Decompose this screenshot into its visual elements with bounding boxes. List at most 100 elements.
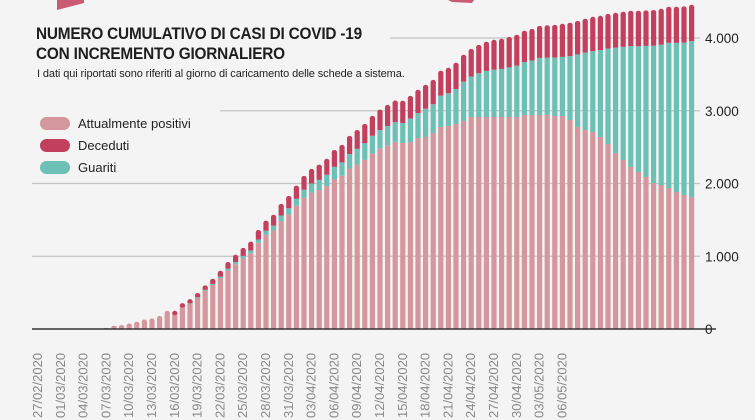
bar-guariti bbox=[255, 239, 261, 243]
bar-guariti bbox=[506, 67, 512, 118]
bar-stack bbox=[620, 11, 626, 329]
decorative-banner-left bbox=[57, 0, 84, 10]
bar-positivi bbox=[377, 148, 383, 329]
bar-cap bbox=[620, 11, 626, 17]
bar-guariti bbox=[445, 93, 451, 127]
bar-deceduti bbox=[544, 27, 550, 58]
bar-guariti bbox=[263, 230, 269, 235]
bar-stack bbox=[537, 25, 543, 329]
bar-cap bbox=[225, 262, 231, 267]
bar-stack bbox=[597, 15, 604, 329]
bar-deceduti bbox=[255, 232, 261, 240]
bar-positivi bbox=[233, 264, 239, 329]
bar-cap bbox=[179, 303, 185, 308]
bar-cap bbox=[157, 315, 163, 321]
bar-cap bbox=[293, 185, 299, 191]
x-tick-label: 15/04/2020 bbox=[395, 353, 410, 418]
bar-positivi bbox=[126, 325, 132, 329]
bar-cap bbox=[119, 325, 125, 328]
bar-positivi bbox=[202, 290, 208, 329]
bar-positivi bbox=[438, 126, 444, 329]
bar-stack bbox=[301, 175, 307, 329]
bar-stack bbox=[423, 84, 429, 329]
x-tick-label: 09/04/2020 bbox=[349, 353, 364, 418]
bar-positivi bbox=[537, 114, 543, 329]
bar-guariti bbox=[430, 104, 436, 134]
bar-positivi bbox=[689, 197, 695, 329]
bar-guariti bbox=[362, 143, 368, 160]
bar-stack bbox=[613, 12, 619, 329]
bar-stack bbox=[271, 214, 277, 329]
bar-deceduti bbox=[430, 82, 436, 105]
bar-positivi bbox=[681, 194, 687, 329]
bar-positivi bbox=[271, 230, 277, 329]
bar-deceduti bbox=[537, 28, 543, 58]
bar-deceduti bbox=[582, 20, 588, 53]
bar-deceduti bbox=[681, 8, 687, 43]
bar-stack bbox=[400, 100, 406, 329]
bar-deceduti bbox=[605, 16, 611, 49]
bar-positivi bbox=[164, 312, 170, 329]
y-tick-label: 2.000 bbox=[705, 177, 739, 192]
bar-cap bbox=[483, 41, 489, 47]
legend-swatch-guariti bbox=[40, 160, 70, 174]
bar-cap bbox=[248, 241, 254, 247]
bar-positivi bbox=[666, 188, 672, 329]
bar-guariti bbox=[438, 95, 444, 127]
x-tick-label: 04/03/2020 bbox=[76, 353, 91, 418]
bar-cap bbox=[240, 247, 246, 253]
bar-positivi bbox=[658, 185, 664, 329]
bar-stack bbox=[552, 24, 558, 329]
bar-guariti bbox=[271, 225, 277, 231]
bar-stack bbox=[605, 13, 611, 329]
bar-guariti bbox=[666, 42, 672, 189]
bar-positivi bbox=[590, 131, 596, 329]
bar-positivi bbox=[476, 117, 482, 329]
bar-positivi bbox=[445, 126, 451, 329]
bar-guariti bbox=[514, 65, 520, 118]
bar-deceduti bbox=[453, 64, 459, 89]
bar-guariti bbox=[385, 126, 391, 146]
bar-guariti bbox=[521, 62, 527, 115]
bar-deceduti bbox=[521, 32, 527, 63]
bar-guariti bbox=[673, 42, 679, 193]
bar-deceduti bbox=[476, 47, 482, 74]
title-line-2: CON INCREMENTO GIORNALIERO bbox=[36, 45, 285, 63]
chart-subtitle: I dati qui riportati sono riferiti al gi… bbox=[37, 68, 405, 80]
bar-stack bbox=[347, 135, 353, 329]
bar-cap bbox=[438, 70, 444, 76]
bar-guariti bbox=[331, 166, 337, 180]
x-tick-label: 24/04/2020 bbox=[463, 353, 478, 418]
bar-positivi bbox=[149, 320, 155, 329]
bar-cap bbox=[537, 25, 543, 31]
bar-cap bbox=[187, 299, 193, 304]
bar-guariti bbox=[468, 76, 474, 118]
bar-cap bbox=[651, 9, 657, 15]
bar-stack bbox=[468, 48, 474, 329]
bar-cap bbox=[233, 254, 239, 260]
legend-label: Attualmente positivi bbox=[78, 115, 191, 131]
bar-positivi bbox=[157, 318, 163, 329]
legend-label: Guariti bbox=[78, 159, 117, 175]
bar-deceduti bbox=[673, 8, 679, 43]
x-tick-label: 01/03/2020 bbox=[53, 353, 68, 418]
legend-item-guariti: Guariti bbox=[40, 156, 191, 178]
bar-guariti bbox=[293, 198, 299, 206]
bar-guariti bbox=[423, 108, 429, 138]
bar-guariti bbox=[597, 50, 603, 138]
bar-stack bbox=[141, 319, 147, 329]
bar-cap bbox=[506, 36, 512, 42]
bar-deceduti bbox=[438, 72, 444, 96]
bar-positivi bbox=[369, 153, 375, 329]
bar-deceduti bbox=[415, 91, 421, 114]
bar-cap bbox=[263, 220, 269, 225]
bar-deceduti bbox=[248, 243, 254, 251]
bar-guariti bbox=[651, 45, 657, 183]
x-tick-label: 22/03/2020 bbox=[212, 353, 227, 418]
bar-stack bbox=[248, 241, 254, 329]
bar-positivi bbox=[255, 242, 261, 329]
bar-deceduti bbox=[590, 19, 596, 52]
bar-deceduti bbox=[354, 132, 360, 149]
bar-stack bbox=[286, 195, 292, 329]
bar-positivi bbox=[225, 270, 231, 329]
